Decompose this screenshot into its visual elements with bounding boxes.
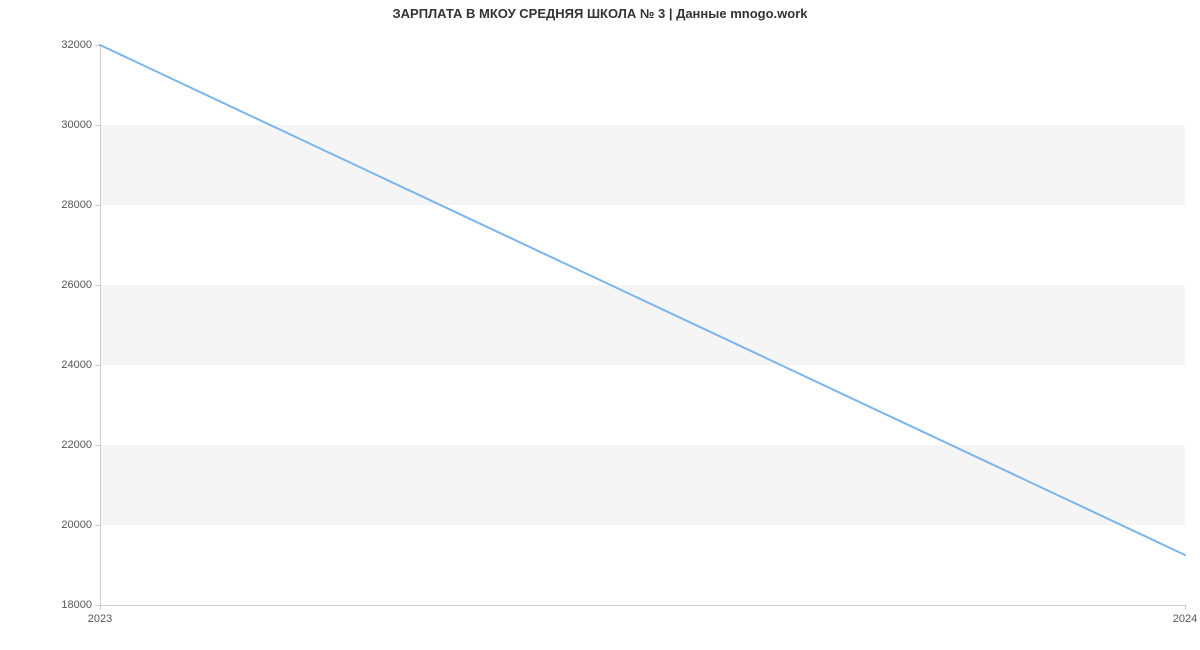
chart-title: ЗАРПЛАТА В МКОУ СРЕДНЯЯ ШКОЛА № 3 | Данн… (0, 6, 1200, 21)
y-tick-label: 32000 (61, 39, 100, 51)
y-tick-label: 22000 (61, 439, 100, 451)
y-tick-label: 30000 (61, 119, 100, 131)
x-tick-label: 2023 (88, 605, 112, 625)
salary-line-chart: ЗАРПЛАТА В МКОУ СРЕДНЯЯ ШКОЛА № 3 | Данн… (0, 0, 1200, 650)
series-line (100, 45, 1185, 605)
x-tick-label: 2024 (1173, 605, 1197, 625)
y-tick-label: 24000 (61, 359, 100, 371)
y-tick-label: 20000 (61, 519, 100, 531)
y-tick-label: 26000 (61, 279, 100, 291)
y-tick-label: 28000 (61, 199, 100, 211)
x-axis-line (100, 605, 1185, 606)
plot-area: 1800020000220002400026000280003000032000… (100, 45, 1185, 605)
